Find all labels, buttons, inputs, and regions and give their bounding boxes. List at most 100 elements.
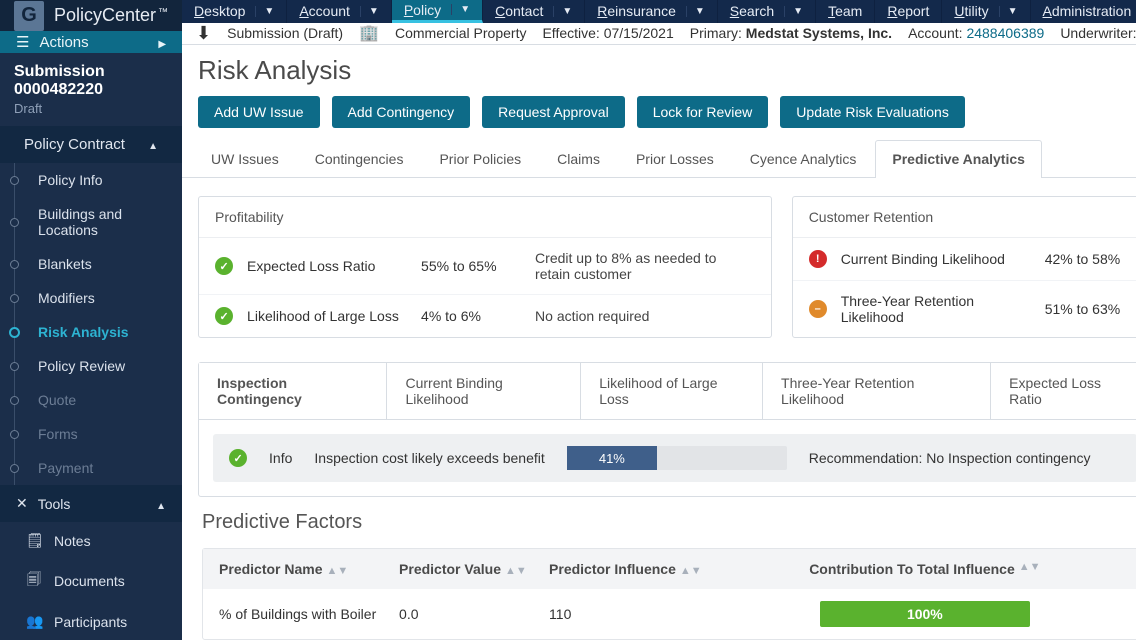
sidebar-item-label: Blankets <box>38 256 92 272</box>
pf-table-row: % of Buildings with Boiler0.0110100% <box>203 589 1136 639</box>
info-label: Info <box>269 450 292 466</box>
nav-dot-icon <box>10 362 19 371</box>
sort-icon[interactable]: ▲▼ <box>1019 561 1041 577</box>
topnav-label: Desktop <box>194 3 245 19</box>
submission-status: Draft <box>14 101 168 116</box>
topnav-desktop[interactable]: Desktop ▼ <box>182 0 287 23</box>
chevron-right-icon <box>158 34 166 51</box>
nav-dot-icon <box>10 396 19 405</box>
tool-label: Notes <box>54 533 91 549</box>
nav-dot-icon <box>10 218 19 227</box>
topnav-label: Search <box>730 3 774 19</box>
inspection-info-row: ✓ Info Inspection cost likely exceeds be… <box>213 434 1136 482</box>
tab-prior-policies[interactable]: Prior Policies <box>422 140 538 177</box>
lock-for-review-button[interactable]: Lock for Review <box>637 96 769 128</box>
topnav-search[interactable]: Search ▼ <box>718 0 816 23</box>
add-uw-issue-button[interactable]: Add UW Issue <box>198 96 319 128</box>
profitability-row: ✓Likelihood of Large Loss4% to 6%No acti… <box>199 294 771 337</box>
sidebar-item-buildings-and-locations[interactable]: Buildings and Locations <box>0 197 182 247</box>
tab-prior-losses[interactable]: Prior Losses <box>619 140 731 177</box>
submission-header: Submission 0000482220 Draft <box>0 53 182 126</box>
request-approval-button[interactable]: Request Approval <box>482 96 625 128</box>
topnav-report[interactable]: Report <box>875 0 942 23</box>
sidebar-item-quote[interactable]: Quote <box>0 383 182 417</box>
subtab-inspection-contingency[interactable]: Inspection Contingency <box>199 363 387 419</box>
topnav-account[interactable]: Account▼ <box>287 0 392 23</box>
metric-note: No action required <box>535 308 755 324</box>
primary-label: Primary: <box>690 25 742 41</box>
sidebar-item-policy-review[interactable]: Policy Review <box>0 349 182 383</box>
effective-date: 07/15/2021 <box>604 25 674 41</box>
actions-menu[interactable]: ☰ Actions <box>0 31 182 53</box>
metric-label: Current Binding Likelihood <box>841 251 1031 267</box>
sidebar-item-label: Payment <box>38 460 93 476</box>
retention-row: –Three-Year Retention Likelihood51% to 6… <box>793 280 1136 337</box>
account-link[interactable]: 2488406389 <box>966 25 1044 41</box>
sort-icon[interactable]: ▲▼ <box>327 565 349 577</box>
primary-value: Medstat Systems, Inc. <box>746 25 892 41</box>
chevron-down-icon: ▼ <box>255 6 274 17</box>
brand-name: PolicyCenter™ <box>54 5 168 26</box>
tab-cyence-analytics[interactable]: Cyence Analytics <box>733 140 874 177</box>
sidebar-item-payment[interactable]: Payment <box>0 451 182 485</box>
predictive-factors-title: Predictive Factors <box>182 497 1136 542</box>
inspection-progress-fill: 41% <box>567 446 657 470</box>
status-orange-icon: – <box>809 300 827 318</box>
logo-icon: G <box>14 1 44 31</box>
predictive-factors-table: Predictor Name ▲▼ Predictor Value ▲▼ Predi… <box>202 548 1136 640</box>
tab-predictive-analytics[interactable]: Predictive Analytics <box>875 140 1042 177</box>
sidebar-item-policy-info[interactable]: Policy Info <box>0 163 182 197</box>
add-contingency-button[interactable]: Add Contingency <box>332 96 471 128</box>
topnav-contact[interactable]: Contact▼ <box>483 0 585 23</box>
sidebar-item-blankets[interactable]: Blankets <box>0 247 182 281</box>
sidebar-item-modifiers[interactable]: Modifiers <box>0 281 182 315</box>
chevron-down-icon: ▼ <box>553 6 572 17</box>
pf-name: % of Buildings with Boiler <box>219 606 399 622</box>
sidebar-item-label: Risk Analysis <box>38 324 129 340</box>
subtab-three-year-retention-likelihood[interactable]: Three-Year Retention Likelihood <box>763 363 991 419</box>
tab-claims[interactable]: Claims <box>540 140 617 177</box>
metric-label: Likelihood of Large Loss <box>247 308 407 324</box>
pf-col-name[interactable]: Predictor Name <box>219 561 322 577</box>
subtab-current-binding-likelihood[interactable]: Current Binding Likelihood <box>387 363 581 419</box>
topnav-policy[interactable]: Policy▼ <box>392 0 483 23</box>
chevron-down-icon: ▼ <box>451 4 470 15</box>
tab-contingencies[interactable]: Contingencies <box>298 140 421 177</box>
profitability-row: ✓Expected Loss Ratio55% to 65%Credit up … <box>199 238 771 294</box>
tab-uw-issues[interactable]: UW Issues <box>194 140 296 177</box>
update-risk-evaluations-button[interactable]: Update Risk Evaluations <box>780 96 965 128</box>
tool-participants[interactable]: 👥Participants <box>0 603 182 640</box>
pf-col-influence[interactable]: Predictor Influence <box>549 561 676 577</box>
sort-icon[interactable]: ▲▼ <box>680 565 702 577</box>
sidebar-item-risk-analysis[interactable]: Risk Analysis <box>0 315 182 349</box>
topnav-utility[interactable]: Utility▼ <box>942 0 1030 23</box>
nav-dot-icon <box>10 176 19 185</box>
inspection-progress: 41% <box>567 446 787 470</box>
status-red-icon: ! <box>809 250 827 268</box>
nav-group-label: Policy Contract <box>24 136 125 153</box>
nav-dot-icon <box>10 430 19 439</box>
chevron-up-icon <box>156 496 166 512</box>
tools-header[interactable]: ✕ Tools <box>0 485 182 522</box>
topnav-administration[interactable]: Administration <box>1031 0 1136 23</box>
tool-documents[interactable]: 🗐Documents <box>0 559 182 603</box>
topnav-label: Utility <box>954 3 988 19</box>
subtab-likelihood-of-large-loss[interactable]: Likelihood of Large Loss <box>581 363 763 419</box>
topnav-label: Account <box>299 3 350 19</box>
retention-title: Customer Retention <box>793 197 1136 238</box>
topnav-team[interactable]: Team <box>816 0 875 23</box>
pf-col-contribution[interactable]: Contribution To Total Influence <box>809 561 1015 577</box>
topnav-reinsurance[interactable]: Reinsurance▼ <box>585 0 718 23</box>
nav-group-header[interactable]: Policy Contract <box>0 126 182 163</box>
pf-table-header: Predictor Name ▲▼ Predictor Value ▲▼ Predi… <box>203 549 1136 589</box>
nav-dot-icon <box>10 260 19 269</box>
pf-col-value[interactable]: Predictor Value <box>399 561 501 577</box>
tool-notes[interactable]: 🗒Notes <box>0 522 182 559</box>
sidebar-item-forms[interactable]: Forms <box>0 417 182 451</box>
menu-icon: ☰ <box>16 33 29 51</box>
sort-icon[interactable]: ▲▼ <box>505 565 527 577</box>
subtab-expected-loss-ratio[interactable]: Expected Loss Ratio <box>991 363 1136 419</box>
chevron-down-icon: ▼ <box>784 6 803 17</box>
actions-label: Actions <box>39 34 88 51</box>
tool-label: Documents <box>54 573 125 589</box>
